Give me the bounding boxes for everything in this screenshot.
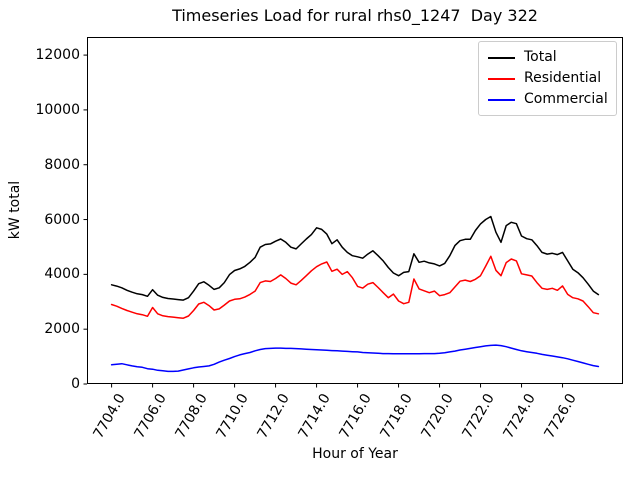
series-line-commercial <box>110 344 600 373</box>
y-tick-label: 0 <box>71 376 80 392</box>
legend-label-total: Total <box>524 49 557 65</box>
legend-label-commercial: Commercial <box>524 91 608 107</box>
y-tick-label: 2000 <box>44 321 80 338</box>
series-line-total <box>110 215 600 301</box>
x-axis-label: Hour of Year <box>312 446 398 462</box>
y-tick-label: 6000 <box>44 211 80 228</box>
y-tick-label: 12000 <box>35 47 80 64</box>
chart-title: Timeseries Load for rural rhs0_1247 Day … <box>172 6 538 25</box>
y-tick-label: 4000 <box>44 266 80 283</box>
y-tick-label: 10000 <box>35 101 80 118</box>
legend-item-residential: Residential <box>488 68 608 89</box>
y-tick-label: 8000 <box>44 156 80 173</box>
legend-line-sample-total <box>488 56 515 59</box>
legend-line-sample-residential <box>488 77 515 80</box>
legend: Total Residential Commercial <box>478 41 617 116</box>
legend-label-residential: Residential <box>524 70 602 86</box>
legend-item-total: Total <box>488 47 608 68</box>
series-line-residential <box>110 255 600 319</box>
legend-line-sample-commercial <box>488 98 515 101</box>
legend-item-commercial: Commercial <box>488 89 608 110</box>
axes-spines <box>87 37 623 384</box>
